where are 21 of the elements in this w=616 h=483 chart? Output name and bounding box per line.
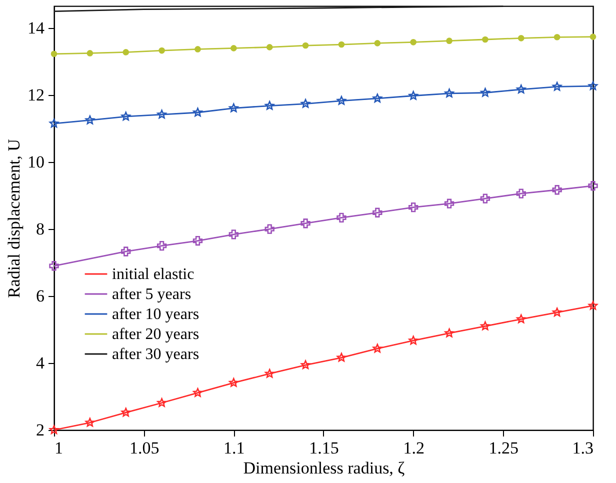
x-tick-label: 1 (54, 438, 63, 458)
y-tick-label: 4 (36, 354, 45, 373)
x-tick-label: 1.1 (224, 438, 245, 458)
legend-label: after 20 years (112, 326, 200, 343)
y-tick-label: 10 (28, 152, 44, 172)
x-tick-label: 1.2 (403, 438, 424, 458)
y-tick-label: 12 (28, 86, 44, 105)
legend-label: after 5 years (112, 286, 192, 303)
y-tick-label: 8 (36, 220, 44, 239)
x-axis-title: Dimensionless radius, ζ (243, 458, 405, 478)
y-tick-label: 2 (36, 420, 44, 440)
legend-label: after 30 years (112, 346, 200, 363)
legend-label: after 10 years (112, 306, 200, 323)
legend-label: initial elastic (112, 266, 194, 283)
x-tick-label: 1.15 (309, 438, 339, 458)
y-axis-title: Radial displacement, U (4, 138, 24, 298)
y-tick-label: 14 (28, 18, 45, 38)
x-tick-label: 1.3 (572, 438, 594, 458)
x-tick-label: 1.25 (488, 438, 519, 458)
x-tick-label: 1.05 (129, 438, 160, 458)
y-tick-label: 6 (36, 286, 44, 306)
